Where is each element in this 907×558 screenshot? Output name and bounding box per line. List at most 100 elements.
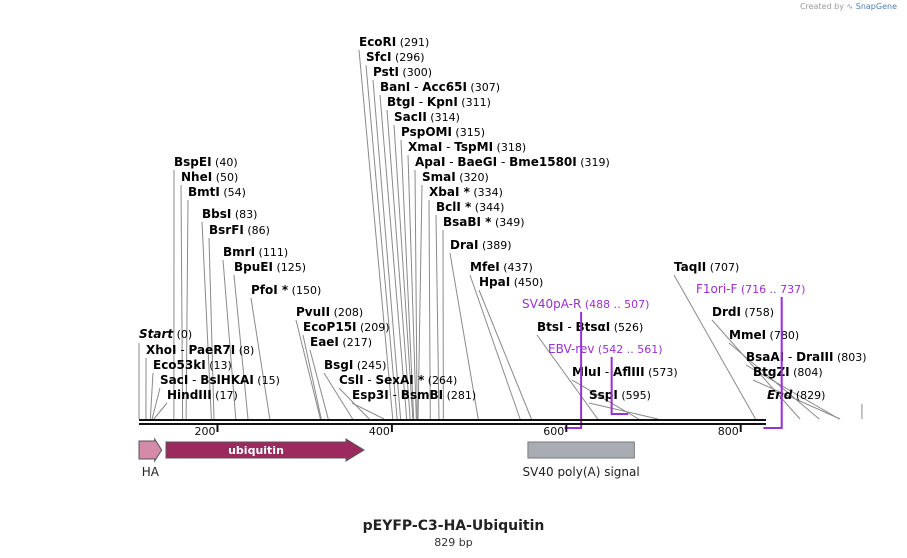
enzyme-site-line (571, 379, 639, 420)
enzyme-site-line (309, 349, 329, 420)
enzyme-site-line (379, 94, 408, 420)
enzyme-label-csli[interactable]: CslI - SexAI * (264) (339, 373, 457, 387)
enzyme-site-line (295, 319, 321, 420)
primer-binding-mark (763, 297, 783, 429)
feature-sv40-poly-a-signal[interactable]: SV40 poly(A) signal (523, 441, 640, 479)
enzyme-site-line (151, 387, 161, 420)
primer-binding-mark (564, 312, 583, 429)
enzyme-label-hindiii[interactable]: HindIII (17) (167, 388, 238, 402)
enzyme-label-ecori[interactable]: EcoRI (291) (359, 35, 429, 49)
enzyme-site-line (222, 259, 237, 420)
feature-ha[interactable]: HA (138, 437, 163, 479)
enzyme-label-btgzi[interactable]: BtgZI (804) (753, 365, 823, 379)
enzyme-label-apai[interactable]: ApaI - BaeGI - Bme1580I (319) (415, 155, 610, 169)
enzyme-site-line (250, 297, 271, 420)
enzyme-label-xmai[interactable]: XmaI - TspMI (318) (408, 140, 526, 154)
primer-layer: SV40pA-R (488 .. 507) EBV-rev (542 .. 561… (522, 282, 805, 429)
enzyme-site-line (536, 334, 599, 420)
enzyme-site-line (180, 184, 184, 420)
enzyme-label-btgi[interactable]: BtgI - KpnI (311) (387, 95, 491, 109)
scale-ticks: 200 400 600 800 (194, 425, 742, 438)
backbone-strand-bottom (139, 423, 766, 425)
enzyme-label-mlui[interactable]: MluI - AflIII (573) (572, 365, 678, 379)
primer-label: EBV-rev (542 .. 561) (548, 342, 663, 356)
enzyme-site-line (365, 64, 398, 420)
enzyme-label-sacii[interactable]: SacII (314) (394, 110, 460, 124)
feature-shape (138, 437, 163, 463)
enzyme-site-line (358, 49, 394, 420)
primer-label: F1ori-F (716 .. 737) (696, 282, 805, 296)
feature-shape (527, 441, 635, 459)
enzyme-label-mmei[interactable]: MmeI (780) (729, 328, 799, 342)
enzyme-label-sspi[interactable]: SspI (595) (589, 388, 651, 402)
enzyme-label-xhoi[interactable]: XhoI - PaeR7I (8) (146, 343, 254, 357)
enzyme-label-bsrfi[interactable]: BsrFI (86) (209, 223, 270, 237)
feature-label: SV40 poly(A) signal (523, 465, 640, 479)
enzyme-label-pspomi[interactable]: PspOMI (315) (401, 125, 485, 139)
enzyme-site-line (201, 221, 212, 420)
enzyme-label-drai[interactable]: DraI (389) (450, 238, 512, 252)
enzyme-label-eco53ki[interactable]: Eco53kI (13) (153, 358, 232, 372)
enzyme-site-line (478, 289, 532, 420)
enzyme-label-smai[interactable]: SmaI (320) (422, 170, 489, 184)
enzyme-label-mfei[interactable]: MfeI (437) (470, 260, 533, 274)
enzyme-label-drdi[interactable]: DrdI (758) (712, 305, 774, 319)
primer-f1ori-f[interactable]: F1ori-F (716 .. 737) (696, 282, 805, 429)
enzyme-label-psti[interactable]: PstI (300) (373, 65, 432, 79)
enzyme-label-start[interactable]: Start (0) (139, 327, 192, 341)
enzyme-label-taqii[interactable]: TaqII (707) (674, 260, 739, 274)
enzyme-label-nhei[interactable]: NheI (50) (181, 170, 238, 184)
enzyme-lines (138, 49, 863, 420)
enzyme-site-line (400, 139, 415, 420)
enzyme-label-bsgi[interactable]: BsgI (245) (324, 358, 386, 372)
enzyme-site-line (153, 402, 168, 420)
primer-ebv-rev[interactable]: EBV-rev (542 .. 561) (548, 342, 663, 415)
primer-sv40pa-r[interactable]: SV40pA-R (488 .. 507) (522, 297, 649, 429)
enzyme-site-line (414, 169, 418, 420)
primer-binding-mark (610, 357, 629, 415)
enzyme-site-line (449, 252, 479, 420)
credit-prefix: Created by (799, 2, 844, 11)
enzyme-site-line (351, 402, 385, 420)
snapgene-credit: Created by ∿ SnapGene (800, 2, 897, 11)
enzyme-label-esp3i[interactable]: Esp3I - BsmBI (281) (352, 388, 476, 402)
enzyme-label-end[interactable]: End (829) (767, 388, 825, 402)
scale-tick-label: 800 (718, 425, 739, 438)
enzyme-site-line (149, 372, 154, 420)
enzyme-site-line (302, 334, 322, 420)
enzyme-site-line (208, 237, 215, 420)
enzyme-label-bsabi[interactable]: BsaBI * (349) (443, 215, 525, 229)
feature-shape (165, 438, 365, 462)
enzyme-label-bspei[interactable]: BspEI (40) (174, 155, 238, 169)
enzyme-labels: Start (0)XhoI - PaeR7I (8)Eco53kI (13)Sa… (139, 35, 867, 402)
enzyme-label-pvuii[interactable]: PvuII (208) (296, 305, 363, 319)
enzyme-label-bpuei[interactable]: BpuEI (125) (234, 260, 306, 274)
enzyme-label-bani[interactable]: BanI - Acc65I (307) (380, 80, 500, 94)
enzyme-label-bbsi[interactable]: BbsI (83) (202, 207, 257, 221)
enzyme-site-line (417, 184, 423, 420)
enzyme-site-line (435, 214, 440, 420)
map-length: 829 bp (434, 536, 473, 549)
enzyme-site-line (233, 274, 249, 420)
enzyme-label-ecop15i[interactable]: EcoP15I (209) (303, 320, 390, 334)
feature-ubiquitin[interactable]: ubiquitin (165, 438, 365, 462)
enzyme-site-line (386, 109, 411, 420)
enzyme-label-hpai[interactable]: HpaI (450) (479, 275, 543, 289)
enzyme-label-bmti[interactable]: BmtI (54) (188, 185, 246, 199)
enzyme-site-line (372, 79, 402, 420)
enzyme-label-btsi[interactable]: BtsI - BtsαI (526) (537, 320, 643, 334)
enzyme-label-bsaai[interactable]: BsaAI - DraIII (803) (746, 350, 867, 364)
enzyme-label-eaei[interactable]: EaeI (217) (310, 335, 372, 349)
enzyme-site-line (711, 319, 801, 420)
scale-tick-label: 400 (369, 425, 390, 438)
enzyme-label-bmri[interactable]: BmrI (111) (223, 245, 288, 259)
feature-label: ubiquitin (228, 444, 284, 457)
enzyme-site-line (469, 274, 521, 420)
enzyme-label-pfoi[interactable]: PfoI * (150) (251, 283, 321, 297)
enzyme-label-bcli[interactable]: BclI * (344) (436, 200, 504, 214)
enzyme-label-xbai[interactable]: XbaI * (334) (429, 185, 503, 199)
enzyme-label-sfci[interactable]: SfcI (296) (366, 50, 425, 64)
feature-layer: HA ubiquitin SV40 poly(A) signal (138, 437, 640, 479)
enzyme-label-saci[interactable]: SacI - BslHKAI (15) (160, 373, 280, 387)
